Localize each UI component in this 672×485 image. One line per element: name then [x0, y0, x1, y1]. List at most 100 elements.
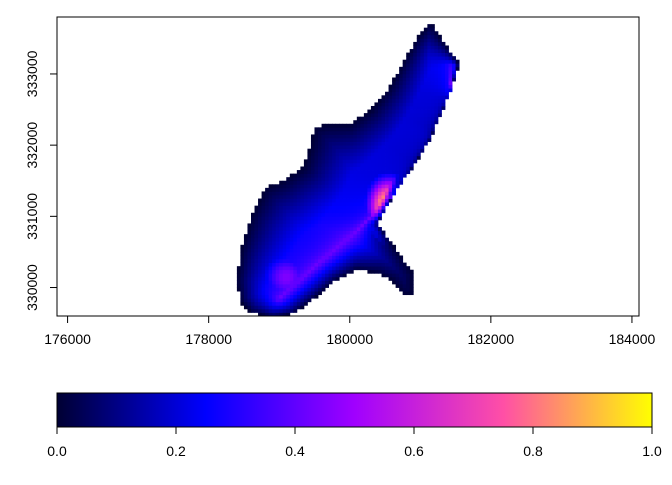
raster-cell [310, 291, 315, 296]
raster-cell [321, 227, 326, 231]
raster-cell [261, 294, 266, 299]
raster-cell [307, 152, 312, 157]
raster-cell [318, 177, 322, 182]
raster-cell [388, 187, 393, 192]
raster-cell [303, 241, 308, 246]
raster-cell [318, 241, 322, 246]
raster-cell [314, 241, 319, 246]
raster-cell [356, 148, 361, 153]
raster-cell [402, 148, 407, 153]
raster-cell [381, 230, 386, 235]
raster-cell [448, 63, 453, 68]
raster-cell [377, 152, 382, 157]
raster-cell [360, 251, 365, 256]
raster-cell [406, 91, 411, 96]
raster-cell [339, 177, 344, 182]
raster-cell [286, 212, 291, 217]
raster-cell [388, 123, 393, 128]
raster-cell [289, 266, 294, 271]
raster-cell [413, 109, 418, 114]
raster-cell [303, 301, 308, 306]
raster-cell [328, 248, 333, 253]
raster-cell [360, 141, 365, 146]
raster-cell [388, 194, 393, 199]
raster-cell [293, 237, 298, 242]
raster-cell [339, 205, 344, 210]
raster-cell [427, 84, 432, 89]
raster-cell [282, 294, 287, 299]
raster-cell [367, 148, 372, 153]
raster-cell [243, 298, 248, 303]
raster-cell [381, 194, 386, 199]
raster-cell [427, 27, 432, 32]
raster-cell [335, 155, 340, 160]
raster-cell [363, 209, 368, 214]
raster-cell [339, 209, 344, 214]
raster-cell [353, 234, 358, 239]
raster-cell [275, 234, 280, 239]
raster-cell [310, 251, 315, 256]
raster-cell [409, 162, 414, 167]
raster-cell [296, 219, 301, 224]
raster-cell [282, 255, 287, 260]
raster-cell [272, 237, 277, 242]
raster-cell [399, 273, 404, 278]
raster-cell [437, 45, 442, 50]
raster-cell [275, 287, 280, 292]
raster-cell [370, 266, 375, 271]
raster-cell [402, 276, 407, 281]
raster-cell [392, 159, 397, 164]
raster-cell [409, 116, 414, 121]
raster-cell [293, 230, 298, 235]
raster-cell [406, 273, 411, 278]
raster-cell [370, 123, 375, 128]
raster-cell [303, 223, 308, 228]
raster-cell [332, 170, 337, 175]
raster-cell [265, 273, 270, 278]
raster-cell [377, 123, 382, 128]
raster-cell [296, 184, 301, 189]
raster-cell [300, 244, 305, 249]
raster-cell [377, 212, 382, 217]
raster-cell [321, 152, 326, 157]
raster-cell [395, 141, 400, 146]
raster-cell [261, 276, 266, 281]
raster-cell [307, 255, 312, 260]
raster-cell [296, 248, 301, 253]
raster-cell [374, 152, 379, 157]
raster-cell [434, 45, 439, 50]
raster-cell [307, 280, 312, 285]
raster-cell [339, 159, 344, 164]
raster-cell [265, 312, 270, 316]
raster-cell [360, 166, 365, 171]
raster-cell [406, 113, 411, 118]
raster-cell [374, 248, 379, 253]
raster-cell [342, 152, 347, 157]
raster-cell [261, 248, 266, 253]
raster-cell [335, 209, 340, 214]
raster-cell [236, 269, 241, 274]
raster-cell [385, 259, 389, 264]
raster-cell [353, 155, 358, 160]
raster-cell [381, 198, 386, 203]
raster-cell [265, 259, 270, 264]
raster-cell [363, 177, 368, 182]
raster-cell [399, 173, 404, 178]
raster-cell [356, 141, 361, 146]
raster-cell [445, 91, 449, 96]
raster-cell [409, 91, 414, 96]
raster-cell [332, 209, 337, 214]
colorbar-tick-label: 0.4 [285, 443, 305, 459]
raster-cell [279, 191, 284, 196]
raster-cell [268, 184, 273, 189]
raster-cell [402, 95, 407, 100]
raster-cell [402, 291, 407, 296]
raster-cell [321, 187, 326, 192]
raster-cell [346, 259, 351, 264]
raster-cell [335, 262, 340, 267]
raster-cell [310, 237, 315, 242]
raster-cell [307, 209, 312, 214]
raster-cell [310, 273, 315, 278]
raster-cell [325, 273, 329, 278]
raster-cell [416, 59, 421, 64]
